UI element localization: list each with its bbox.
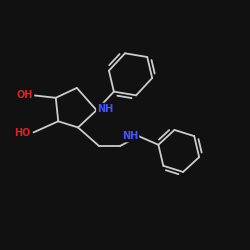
Text: OH: OH [17,90,33,100]
Text: HO: HO [14,128,30,138]
Text: NH: NH [97,104,114,114]
Text: NH: NH [122,131,138,141]
